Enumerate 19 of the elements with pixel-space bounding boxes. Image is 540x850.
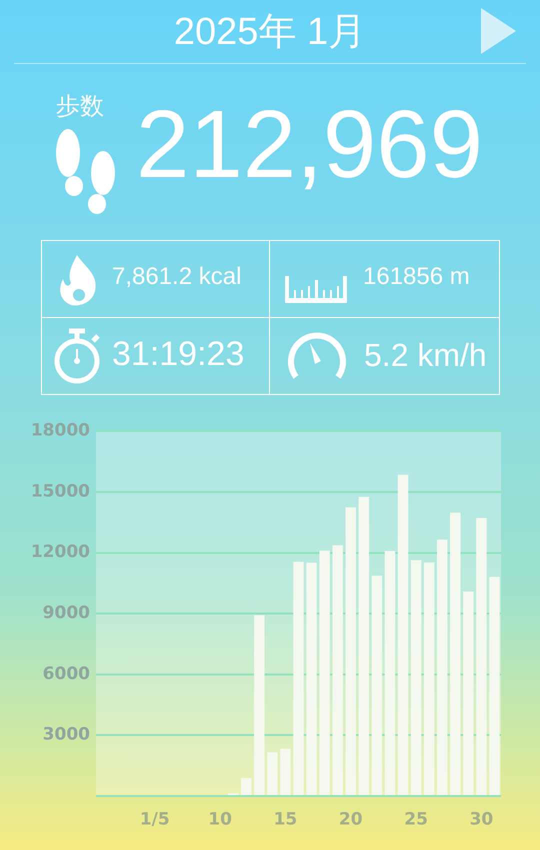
text: 212,969 (136, 91, 484, 198)
x-tick-label: 15 (274, 810, 298, 830)
text: 歩数 (56, 91, 104, 122)
x-tick-label: 25 (404, 810, 428, 830)
y-tick-label: 3000 (42, 724, 90, 745)
text: 5.2 km/h (364, 337, 487, 374)
x-tick-label: 30 (470, 810, 494, 830)
x-tick-label: 20 (338, 810, 363, 830)
y-tick-label: 6000 (42, 664, 90, 684)
x-tick-label: 1/5 (140, 810, 170, 830)
chart-title: 2025年 1月 (172, 10, 368, 55)
x-tick-label: 10 (208, 810, 232, 830)
y-tick-label: 18000 (30, 420, 90, 441)
text: 31:19:23 (112, 335, 244, 374)
y-tick-label: 9000 (42, 603, 90, 624)
y-tick-label: 12000 (30, 542, 90, 562)
text: 161856 m (363, 263, 470, 291)
text: 7,861.2 kcal (112, 263, 242, 291)
y-tick-label: 15000 (30, 481, 90, 502)
